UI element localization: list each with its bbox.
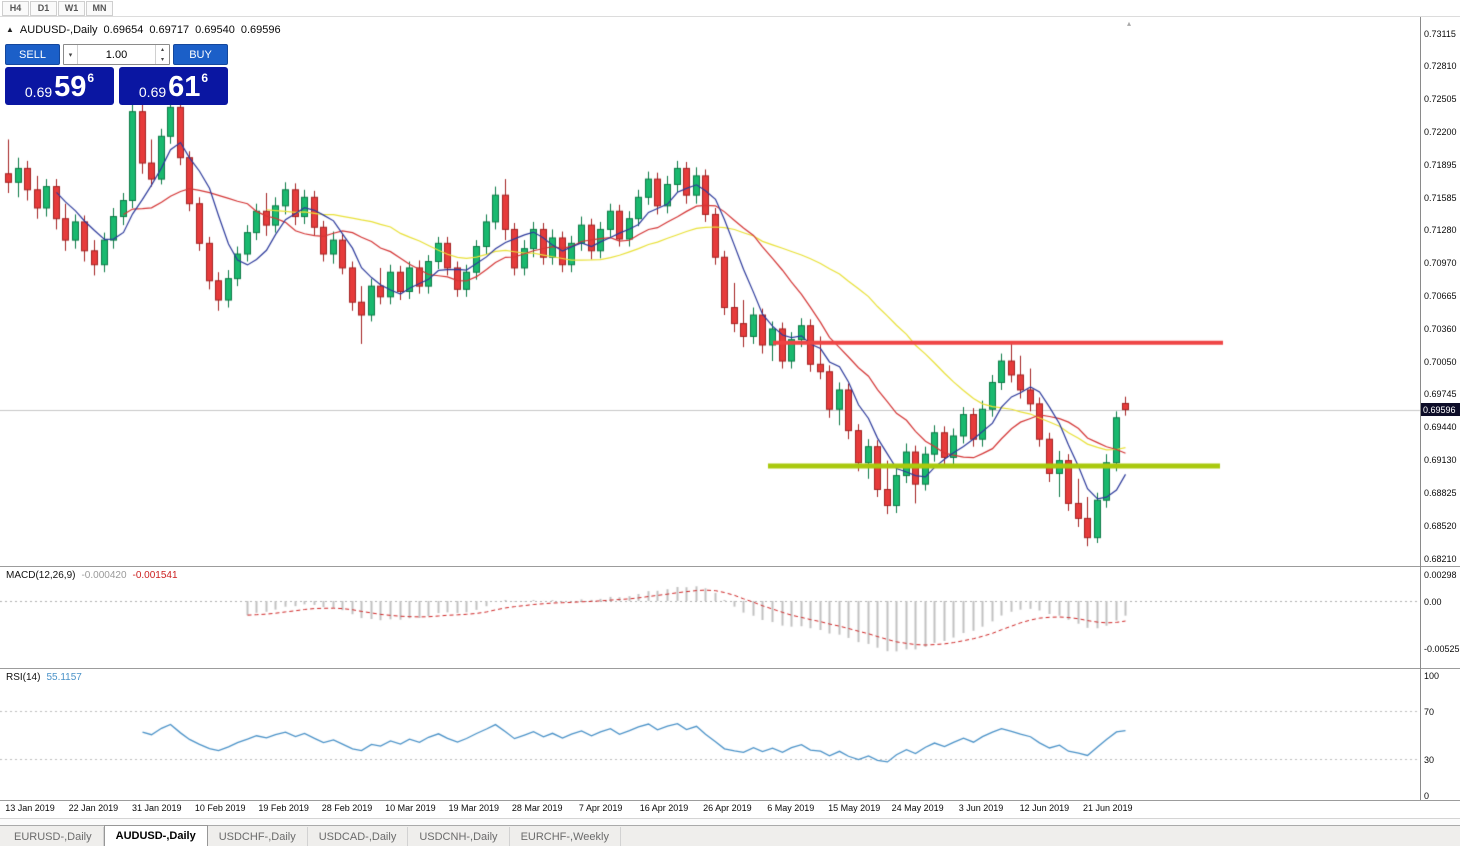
chart-tab-eurusd-daily[interactable]: EURUSD-,Daily bbox=[3, 827, 104, 846]
chart-menu-icon[interactable]: ▲ bbox=[6, 25, 14, 34]
sell-price-big-digits: 59 bbox=[54, 71, 87, 104]
date-axis-label: 26 Apr 2019 bbox=[703, 803, 752, 813]
timeframe-button-mn[interactable]: MN bbox=[86, 0, 113, 16]
rsi-tick-label: 0 bbox=[1424, 790, 1430, 801]
macd-tick-label: 0.00298 bbox=[1424, 569, 1457, 580]
rsi-indicator-label: RSI(14) 55.1157 bbox=[6, 672, 82, 683]
macd-main-value: -0.000420 bbox=[81, 570, 127, 581]
date-axis-label: 3 Jun 2019 bbox=[958, 803, 1004, 813]
volume-spin-down-icon[interactable]: ▾ bbox=[160, 56, 164, 63]
price-tick-label: 0.70665 bbox=[1424, 291, 1457, 301]
price-tick-label: 0.71280 bbox=[1424, 225, 1457, 236]
buy-button[interactable]: BUY bbox=[173, 44, 228, 65]
price-tick-label: 0.68210 bbox=[1424, 553, 1457, 564]
date-axis-label: 12 Jun 2019 bbox=[1019, 803, 1070, 813]
buy-price-pipette: 6 bbox=[201, 71, 209, 85]
current-price-marker: 0.69596 bbox=[1421, 403, 1460, 416]
price-tick-label: 0.69745 bbox=[1424, 389, 1457, 400]
volume-input[interactable] bbox=[78, 45, 155, 64]
date-axis-label: 15 May 2019 bbox=[828, 803, 881, 813]
date-axis-label: 28 Feb 2019 bbox=[321, 803, 373, 813]
trade-panel-price-row: 0.69 59 6 0.69 61 6 bbox=[5, 67, 228, 105]
macd-tick-label: 0.00 bbox=[1424, 596, 1442, 607]
price-tick-label: 0.73115 bbox=[1424, 28, 1456, 39]
sell-button[interactable]: SELL bbox=[5, 44, 60, 65]
date-axis-label: 6 May 2019 bbox=[767, 803, 815, 813]
volume-control: ▾ ▴▾ bbox=[63, 44, 170, 65]
chart-tab-usdchf-daily[interactable]: USDCHF-,Daily bbox=[208, 827, 308, 846]
rsi-name: RSI(14) bbox=[6, 672, 41, 683]
date-axis-label: 31 Jan 2019 bbox=[132, 803, 182, 813]
timeframe-button-d1[interactable]: D1 bbox=[30, 0, 57, 16]
price-tick-label: 0.69440 bbox=[1424, 422, 1457, 433]
date-axis-label: 28 Mar 2019 bbox=[511, 803, 563, 813]
chart-tab-usdcad-daily[interactable]: USDCAD-,Daily bbox=[308, 827, 409, 846]
price-tick-label: 0.72505 bbox=[1424, 94, 1457, 105]
chart-tab-bar: EURUSD-,Daily AUDUSD-,Daily USDCHF-,Daily U… bbox=[0, 825, 1460, 846]
volume-dropdown-icon[interactable]: ▾ bbox=[64, 45, 78, 64]
rsi-tick-label: 100 bbox=[1424, 670, 1440, 681]
timeframe-toolbar: H4 D1 W1 MN bbox=[0, 0, 1460, 17]
macd-tick-label: -0.00525 bbox=[1424, 643, 1460, 654]
price-tick-label: 0.70050 bbox=[1424, 356, 1457, 367]
price-tick-label: 0.72200 bbox=[1424, 126, 1457, 137]
volume-spinner: ▴ ▾ bbox=[155, 45, 169, 64]
date-axis-label: 16 Apr 2019 bbox=[639, 803, 689, 813]
macd-signal-value: -0.001541 bbox=[132, 570, 178, 581]
ohlc-high-value: 0.69717 bbox=[149, 24, 190, 36]
price-chart-canvas[interactable] bbox=[0, 0, 1460, 818]
date-axis-label: 19 Feb 2019 bbox=[258, 803, 309, 813]
rsi-tick-label: 70 bbox=[1424, 706, 1435, 717]
timeframe-button-w1[interactable]: W1 bbox=[58, 0, 85, 16]
price-tick-label: 0.71895 bbox=[1424, 159, 1457, 170]
ohlc-low-value: 0.69540 bbox=[195, 24, 235, 36]
sell-price-prefix: 0.69 bbox=[24, 84, 53, 100]
date-axis-label: 22 Jan 2019 bbox=[68, 803, 119, 813]
volume-spin-up-icon[interactable]: ▴ bbox=[160, 47, 164, 54]
chart-symbol-label: AUDUSD-,Daily bbox=[19, 24, 98, 36]
price-scale-border bbox=[1420, 17, 1421, 800]
chart-tab-eurchf-weekly[interactable]: EURCHF-,Weekly bbox=[510, 827, 621, 846]
chart-tab-usdcnh-daily[interactable]: USDCNH-,Daily bbox=[408, 827, 510, 846]
price-tick-label: 0.68825 bbox=[1424, 487, 1457, 498]
date-axis-label: 24 May 2019 bbox=[891, 803, 944, 813]
ohlc-open-value: 0.69654 bbox=[103, 24, 144, 36]
price-tick-label: 0.69130 bbox=[1424, 455, 1457, 466]
date-axis-label: 21 Jun 2019 bbox=[1083, 803, 1133, 813]
price-tick-label: 0.70360 bbox=[1424, 323, 1457, 334]
trade-panel-top-row: SELL ▾ ▴▾ BUY bbox=[5, 44, 228, 65]
macd-indicator-label: MACD(12,26,9) -0.000420 -0.001541 bbox=[6, 570, 178, 581]
ohlc-close-value: 0.69596 bbox=[240, 24, 281, 36]
price-tick-label: 0.72810 bbox=[1424, 61, 1457, 72]
buy-price-display[interactable]: 0.69 61 6 bbox=[119, 67, 228, 105]
date-axis-label: 19 Mar 2019 bbox=[448, 803, 500, 813]
time-axis-line bbox=[0, 800, 1460, 801]
date-axis-label: 13 Jan 2019 bbox=[5, 803, 55, 813]
buy-price-big-digits: 61 bbox=[168, 71, 201, 104]
horizontal-scrollbar[interactable] bbox=[0, 818, 1460, 825]
sell-price-pipette: 6 bbox=[87, 71, 95, 85]
price-tick-label: 0.68520 bbox=[1424, 520, 1457, 531]
pane-divider-macd[interactable] bbox=[0, 566, 1460, 567]
rsi-value: 55.1157 bbox=[46, 672, 82, 683]
timeframe-button-h4[interactable]: H4 bbox=[2, 0, 29, 16]
date-axis-label: 7 Apr 2019 bbox=[578, 803, 623, 813]
buy-price-prefix: 0.69 bbox=[138, 84, 167, 100]
chart-title-row: ▲ AUDUSD-,Daily 0.69654 0.69717 0.69540 … bbox=[6, 24, 281, 36]
chart-tab-audusd-daily[interactable]: AUDUSD-,Daily bbox=[103, 825, 208, 846]
rsi-tick-label: 30 bbox=[1424, 754, 1435, 765]
price-tick-label: 0.70970 bbox=[1424, 258, 1457, 269]
date-axis-label: 10 Feb 2019 bbox=[194, 803, 246, 813]
sell-price-display[interactable]: 0.69 59 6 bbox=[5, 67, 114, 105]
chart-shift-marker-icon[interactable]: ▴ bbox=[1127, 19, 1132, 28]
date-axis-label: 10 Mar 2019 bbox=[385, 803, 436, 813]
macd-name: MACD(12,26,9) bbox=[6, 570, 76, 581]
pane-divider-rsi[interactable] bbox=[0, 668, 1460, 669]
price-tick-label: 0.71585 bbox=[1424, 192, 1457, 203]
